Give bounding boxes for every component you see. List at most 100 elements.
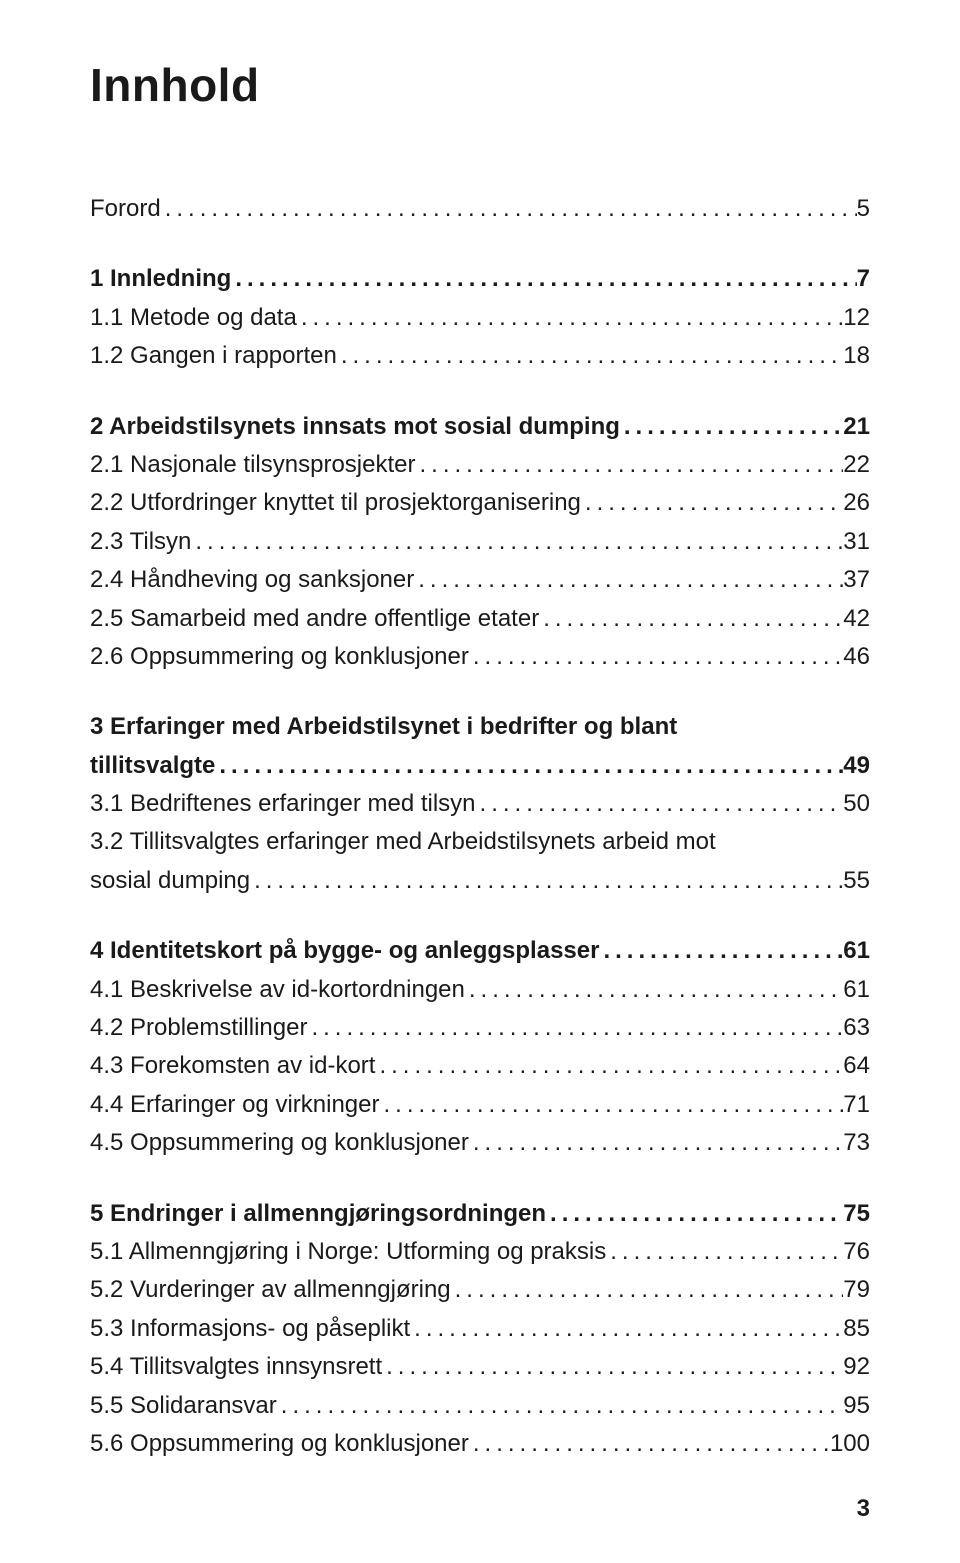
toc-entry: 3.1 Bedriftenes erfaringer med tilsyn 50 <box>90 785 870 823</box>
toc-entry-label: 3.1 Bedriftenes erfaringer med tilsyn <box>90 785 476 823</box>
toc-leader-dots <box>191 523 843 561</box>
toc-leader-dots <box>606 1233 843 1271</box>
toc-leader-dots <box>307 1009 843 1047</box>
toc-entry: 5 Endringer i allmenngjøringsordningen75 <box>90 1195 870 1233</box>
toc-entry-label: 1.1 Metode og data <box>90 299 297 337</box>
toc-entry-label: 5.2 Vurderinger av allmenngjøring <box>90 1271 451 1309</box>
toc-entry: 4.2 Problemstillinger63 <box>90 1009 870 1047</box>
toc-entry-page: 22 <box>843 446 870 484</box>
toc-leader-dots <box>277 1387 844 1425</box>
toc-entry: Forord 5 <box>90 190 870 228</box>
toc-entry-page: 49 <box>843 747 870 785</box>
toc-leader-dots <box>451 1271 844 1309</box>
toc-leader-dots <box>379 1086 843 1124</box>
toc-entry-label: 5.6 Oppsummering og konklusjoner <box>90 1425 469 1463</box>
toc-entry-label: 2.4 Håndheving og sanksjoner <box>90 561 414 599</box>
toc-entry: 5.2 Vurderinger av allmenngjøring 79 <box>90 1271 870 1309</box>
toc-entry-page: 92 <box>843 1348 870 1386</box>
toc-entry-page: 55 <box>843 862 870 900</box>
toc-leader-dots <box>414 561 843 599</box>
toc-group: Forord 5 <box>90 190 870 228</box>
toc-leader-dots <box>161 190 857 228</box>
toc-entry-label: 3.2 Tillitsvalgtes erfaringer med Arbeid… <box>90 823 870 861</box>
toc-entry-page: 5 <box>857 190 870 228</box>
toc-entry-label: 4.5 Oppsummering og konklusjoner <box>90 1124 469 1162</box>
toc-entry: 5.5 Solidaransvar95 <box>90 1387 870 1425</box>
toc-leader-dots <box>250 862 843 900</box>
toc-group: 4 Identitetskort på bygge- og anleggspla… <box>90 932 870 1162</box>
toc-entry-page: 61 <box>843 971 870 1009</box>
toc-leader-dots <box>465 971 843 1009</box>
toc-entry: 5.6 Oppsummering og konklusjoner 100 <box>90 1425 870 1463</box>
toc-entry-label: 2 Arbeidstilsynets innsats mot sosial du… <box>90 408 620 446</box>
toc-entry-page: 7 <box>857 260 870 298</box>
toc-entry: 4.5 Oppsummering og konklusjoner 73 <box>90 1124 870 1162</box>
toc-entry: 2.4 Håndheving og sanksjoner 37 <box>90 561 870 599</box>
toc-entry-label: 5 Endringer i allmenngjøringsordningen <box>90 1195 546 1233</box>
toc-leader-dots <box>599 932 843 970</box>
toc-entry: 2 Arbeidstilsynets innsats mot sosial du… <box>90 408 870 446</box>
toc-entry-page: 50 <box>843 785 870 823</box>
toc-entry-page: 61 <box>843 932 870 970</box>
toc-entry: 5.1 Allmenngjøring i Norge: Utforming og… <box>90 1233 870 1271</box>
toc-entry-label: 4.2 Problemstillinger <box>90 1009 307 1047</box>
toc-entry-page: 71 <box>843 1086 870 1124</box>
toc-entry-label: 2.3 Tilsyn <box>90 523 191 561</box>
toc-group: 1 Innledning71.1 Metode og data121.2 Gan… <box>90 260 870 375</box>
toc-entry-label: tillitsvalgte <box>90 747 215 785</box>
toc-leader-dots <box>382 1348 843 1386</box>
toc-entry-label: 2.5 Samarbeid med andre offentlige etate… <box>90 600 539 638</box>
toc-leader-dots <box>410 1310 843 1348</box>
toc-entry-label: Forord <box>90 190 161 228</box>
toc-leader-dots <box>469 1124 843 1162</box>
toc-leader-dots <box>476 785 844 823</box>
toc-entry-label: 4.1 Beskrivelse av id-kortordningen <box>90 971 465 1009</box>
toc-entry: 5.3 Informasjons- og påseplikt 85 <box>90 1310 870 1348</box>
toc-leader-dots <box>297 299 843 337</box>
toc-entry: 2.1 Nasjonale tilsynsprosjekter 22 <box>90 446 870 484</box>
toc-entry-page: 95 <box>843 1387 870 1425</box>
toc-entry: 4 Identitetskort på bygge- og anleggspla… <box>90 932 870 970</box>
toc-leader-dots <box>469 1425 830 1463</box>
toc-entry: 3.2 Tillitsvalgtes erfaringer med Arbeid… <box>90 823 870 900</box>
toc-entry-label: 2.1 Nasjonale tilsynsprosjekter <box>90 446 416 484</box>
toc-entry-label: 2.2 Utfordringer knyttet til prosjektorg… <box>90 484 581 522</box>
toc-entry-label: 5.3 Informasjons- og påseplikt <box>90 1310 410 1348</box>
toc-entry-page: 18 <box>843 337 870 375</box>
toc-entry: 4.4 Erfaringer og virkninger 71 <box>90 1086 870 1124</box>
toc-entry-page: 31 <box>843 523 870 561</box>
toc-entry-label: 1 Innledning <box>90 260 231 298</box>
toc-entry-page: 85 <box>843 1310 870 1348</box>
toc-entry-page: 46 <box>843 638 870 676</box>
page-number: 3 <box>90 1495 870 1523</box>
toc-leader-dots <box>375 1047 843 1085</box>
toc-leader-dots <box>469 638 843 676</box>
toc-entry-page: 79 <box>843 1271 870 1309</box>
toc-entry: 2.2 Utfordringer knyttet til prosjektorg… <box>90 484 870 522</box>
toc-group: 2 Arbeidstilsynets innsats mot sosial du… <box>90 408 870 677</box>
toc-leader-dots <box>539 600 843 638</box>
toc-entry-label: 2.6 Oppsummering og konklusjoner <box>90 638 469 676</box>
toc-group: 5 Endringer i allmenngjøringsordningen75… <box>90 1195 870 1464</box>
toc-entry: 2.5 Samarbeid med andre offentlige etate… <box>90 600 870 638</box>
toc-leader-dots <box>620 408 843 446</box>
toc-entry-label: 5.4 Tillitsvalgtes innsynsrett <box>90 1348 382 1386</box>
table-of-contents: Forord 5 1 Innledning 7 1.1 Metode og data 12… <box>90 190 870 1463</box>
toc-leader-dots <box>546 1195 843 1233</box>
toc-entry: 4.1 Beskrivelse av id-kortordningen 61 <box>90 971 870 1009</box>
toc-entry-label: sosial dumping <box>90 862 250 900</box>
toc-entry-label: 4.4 Erfaringer og virkninger <box>90 1086 379 1124</box>
toc-entry-page: 37 <box>843 561 870 599</box>
toc-entry: 2.6 Oppsummering og konklusjoner 46 <box>90 638 870 676</box>
toc-entry-label: 5.1 Allmenngjøring i Norge: Utforming og… <box>90 1233 606 1271</box>
toc-entry-label: 3 Erfaringer med Arbeidstilsynet i bedri… <box>90 708 870 746</box>
toc-entry-page: 21 <box>843 408 870 446</box>
toc-entry-page: 64 <box>843 1047 870 1085</box>
toc-entry-page: 73 <box>843 1124 870 1162</box>
toc-entry: 4.3 Forekomsten av id-kort 64 <box>90 1047 870 1085</box>
toc-group: 3 Erfaringer med Arbeidstilsynet i bedri… <box>90 708 870 900</box>
toc-entry-label: 4.3 Forekomsten av id-kort <box>90 1047 375 1085</box>
toc-entry-page: 12 <box>843 299 870 337</box>
toc-entry-page: 100 <box>830 1425 870 1463</box>
toc-entry: 1.1 Metode og data 12 <box>90 299 870 337</box>
